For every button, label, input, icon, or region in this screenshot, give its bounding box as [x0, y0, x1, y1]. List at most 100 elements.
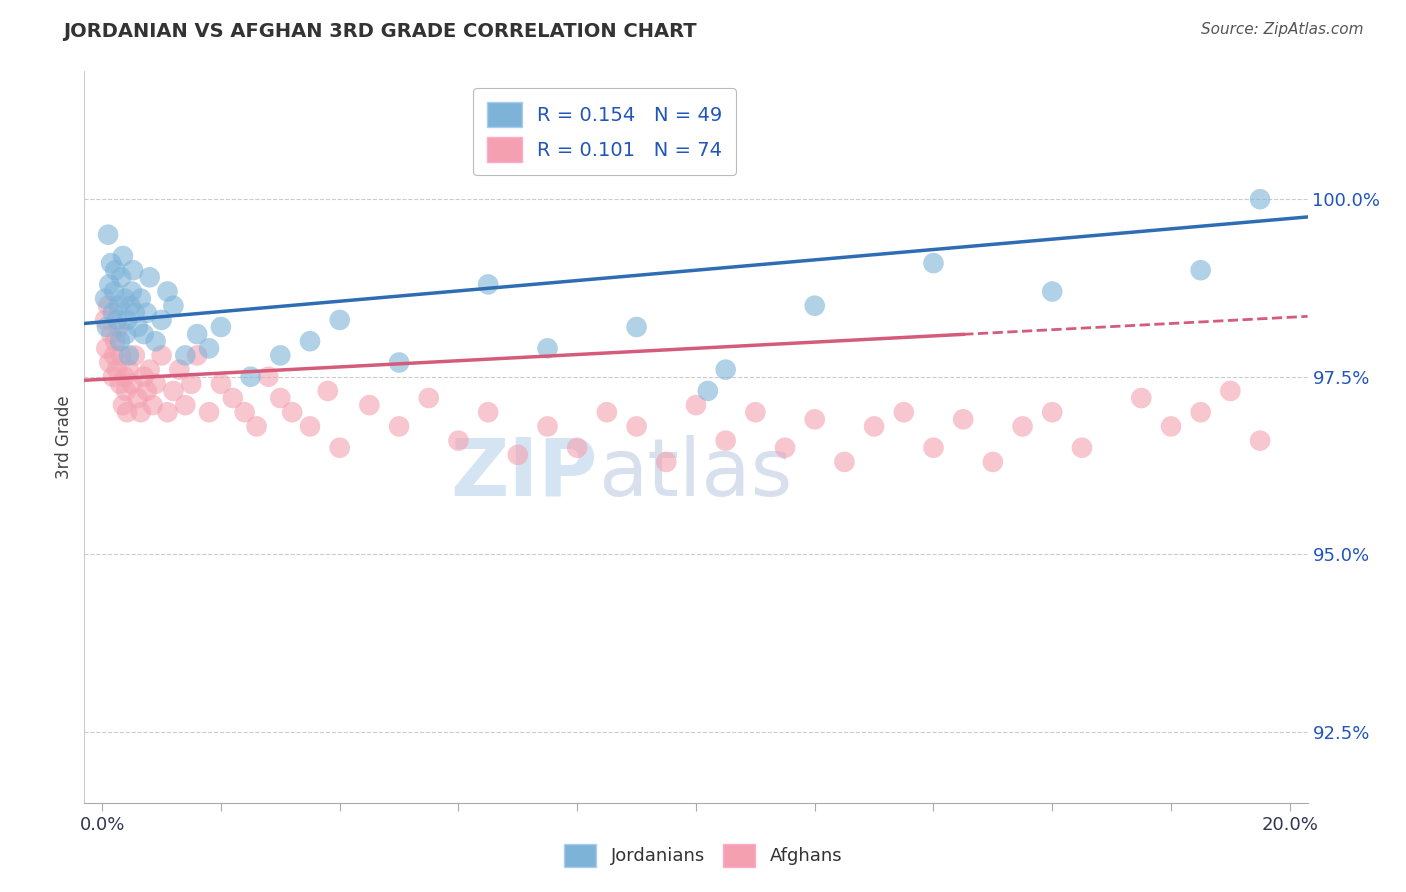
Point	[98, 355, 121, 369]
Point	[447, 434, 470, 448]
Point	[96, 320, 118, 334]
Point	[655, 455, 678, 469]
Point	[97, 227, 120, 242]
Point	[114, 292, 136, 306]
Text: atlas: atlas	[598, 434, 793, 513]
Point	[863, 419, 886, 434]
Legend: R = 0.154   N = 49, R = 0.101   N = 74: R = 0.154 N = 49, R = 0.101 N = 74	[474, 88, 737, 176]
Point	[1071, 441, 1094, 455]
Point	[477, 405, 499, 419]
Point	[138, 362, 160, 376]
Point	[103, 285, 125, 299]
Point	[121, 376, 143, 391]
Point	[150, 313, 173, 327]
Point	[96, 341, 118, 355]
Point	[150, 348, 173, 362]
Point	[1160, 419, 1182, 434]
Point	[803, 412, 825, 426]
Point	[156, 285, 179, 299]
Point	[269, 348, 291, 362]
Point	[1130, 391, 1153, 405]
Point	[162, 384, 184, 398]
Point	[145, 334, 167, 349]
Point	[696, 384, 718, 398]
Point	[626, 419, 648, 434]
Point	[97, 299, 120, 313]
Point	[536, 419, 558, 434]
Text: Source: ZipAtlas.com: Source: ZipAtlas.com	[1201, 22, 1364, 37]
Point	[132, 327, 155, 342]
Point	[316, 384, 339, 398]
Point	[834, 455, 856, 469]
Text: JORDANIAN VS AFGHAN 3RD GRADE CORRELATION CHART: JORDANIAN VS AFGHAN 3RD GRADE CORRELATIO…	[63, 22, 697, 41]
Point	[281, 405, 304, 419]
Point	[115, 327, 138, 342]
Point	[101, 306, 124, 320]
Point	[105, 362, 128, 376]
Point	[180, 376, 202, 391]
Point	[104, 334, 127, 349]
Point	[773, 441, 796, 455]
Point	[1040, 285, 1063, 299]
Point	[981, 455, 1004, 469]
Point	[110, 270, 132, 285]
Point	[135, 384, 157, 398]
Point	[118, 362, 141, 376]
Point	[186, 348, 208, 362]
Point	[186, 327, 208, 342]
Point	[209, 320, 232, 334]
Point	[922, 256, 945, 270]
Point	[162, 299, 184, 313]
Point	[111, 249, 134, 263]
Point	[477, 277, 499, 292]
Point	[101, 369, 124, 384]
Point	[388, 419, 411, 434]
Point	[298, 419, 321, 434]
Point	[893, 405, 915, 419]
Point	[596, 405, 619, 419]
Point	[129, 405, 152, 419]
Point	[114, 369, 136, 384]
Point	[122, 263, 145, 277]
Point	[685, 398, 707, 412]
Point	[239, 369, 262, 384]
Point	[744, 405, 766, 419]
Point	[245, 419, 267, 434]
Point	[138, 270, 160, 285]
Point	[127, 391, 149, 405]
Point	[107, 299, 129, 313]
Point	[108, 334, 131, 349]
Y-axis label: 3rd Grade: 3rd Grade	[55, 395, 73, 479]
Point	[1011, 419, 1033, 434]
Point	[108, 376, 131, 391]
Point	[567, 441, 589, 455]
Point	[94, 313, 117, 327]
Point	[115, 384, 138, 398]
Point	[104, 263, 127, 277]
Point	[329, 313, 352, 327]
Point	[100, 256, 122, 270]
Point	[1249, 434, 1271, 448]
Point	[198, 341, 221, 355]
Point	[803, 299, 825, 313]
Point	[115, 313, 138, 327]
Point	[127, 320, 149, 334]
Point	[952, 412, 974, 426]
Point	[1249, 192, 1271, 206]
Legend: Jordanians, Afghans: Jordanians, Afghans	[557, 837, 849, 874]
Point	[1189, 405, 1212, 419]
Point	[169, 362, 191, 376]
Point	[132, 369, 155, 384]
Point	[100, 327, 122, 342]
Point	[198, 405, 221, 419]
Point	[388, 355, 411, 369]
Point	[129, 292, 152, 306]
Point	[922, 441, 945, 455]
Point	[174, 348, 197, 362]
Point	[103, 348, 125, 362]
Point	[506, 448, 529, 462]
Point	[222, 391, 245, 405]
Point	[142, 398, 165, 412]
Point	[110, 348, 132, 362]
Point	[269, 391, 291, 405]
